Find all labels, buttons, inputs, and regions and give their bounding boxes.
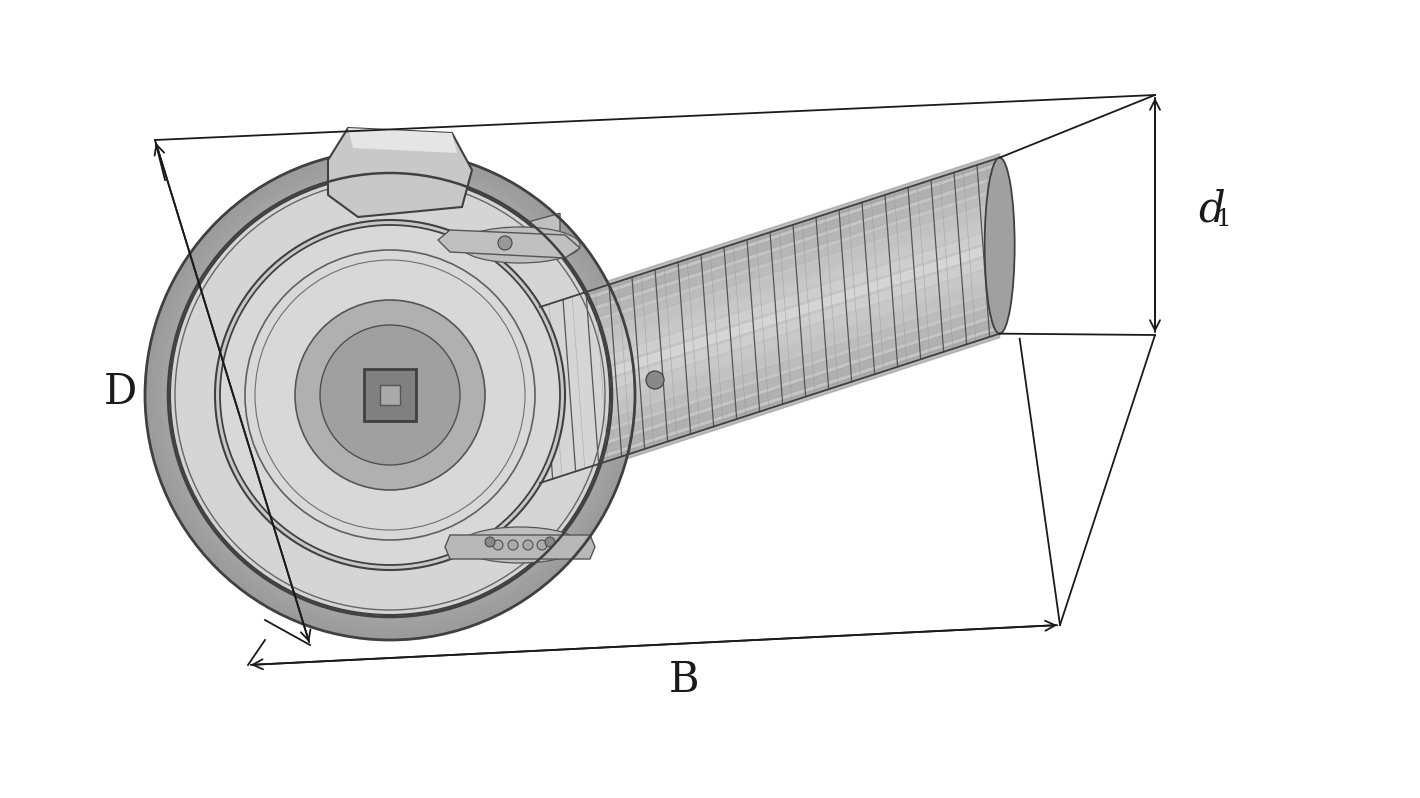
Ellipse shape [151,155,630,635]
Polygon shape [540,154,1000,311]
Polygon shape [540,216,1000,373]
Ellipse shape [146,151,633,639]
Ellipse shape [220,225,559,565]
Polygon shape [540,166,1000,323]
Text: D: D [104,372,136,413]
Polygon shape [348,128,457,153]
Ellipse shape [156,161,623,629]
Polygon shape [379,385,400,405]
Ellipse shape [271,276,508,513]
Ellipse shape [195,200,585,591]
Ellipse shape [145,150,635,640]
Ellipse shape [300,304,481,486]
Ellipse shape [151,156,629,634]
Circle shape [493,240,503,250]
Ellipse shape [277,282,503,508]
Ellipse shape [183,188,596,602]
Ellipse shape [145,150,635,640]
Polygon shape [540,192,1000,349]
Ellipse shape [214,220,565,570]
Polygon shape [540,158,1000,483]
Circle shape [498,236,513,250]
Circle shape [646,371,665,389]
Polygon shape [540,179,1000,336]
Ellipse shape [984,158,1015,334]
Ellipse shape [216,222,564,568]
Ellipse shape [460,227,579,263]
Ellipse shape [148,153,632,637]
Text: d: d [1198,189,1224,231]
Ellipse shape [212,216,569,574]
Polygon shape [328,128,471,217]
Text: B: B [669,659,699,701]
Ellipse shape [206,211,575,579]
Ellipse shape [233,238,547,552]
Ellipse shape [151,156,629,634]
Polygon shape [371,213,559,525]
Polygon shape [444,535,595,559]
Ellipse shape [160,360,660,460]
Polygon shape [540,279,1000,437]
Circle shape [486,537,496,547]
Ellipse shape [152,157,628,633]
Circle shape [537,240,547,250]
Ellipse shape [288,293,491,497]
Ellipse shape [148,152,633,638]
Polygon shape [540,330,1000,487]
Polygon shape [540,204,1000,361]
Ellipse shape [283,287,497,503]
Ellipse shape [162,167,619,623]
Ellipse shape [227,232,552,558]
Circle shape [508,240,518,250]
Circle shape [523,540,532,550]
Ellipse shape [239,243,541,547]
Ellipse shape [200,205,579,585]
Circle shape [493,540,503,550]
Polygon shape [540,229,1000,386]
Polygon shape [540,292,1000,449]
Ellipse shape [295,300,486,490]
Ellipse shape [149,154,630,636]
Polygon shape [540,305,1000,462]
Ellipse shape [168,172,613,618]
Polygon shape [540,317,1000,475]
Ellipse shape [294,298,487,492]
Ellipse shape [266,271,514,519]
Ellipse shape [250,255,531,535]
Text: 1: 1 [1216,208,1231,231]
Ellipse shape [178,183,602,607]
Ellipse shape [256,260,525,530]
Circle shape [537,540,547,550]
Ellipse shape [320,325,460,465]
Circle shape [545,537,555,547]
Polygon shape [540,242,1000,399]
Ellipse shape [222,227,558,563]
Polygon shape [540,255,1000,412]
Ellipse shape [304,310,476,480]
Polygon shape [540,267,1000,425]
Ellipse shape [244,249,535,541]
Ellipse shape [189,194,591,596]
Ellipse shape [260,266,520,524]
Ellipse shape [172,177,608,613]
Polygon shape [365,369,416,421]
Polygon shape [371,308,559,420]
Circle shape [508,540,518,550]
Ellipse shape [460,527,579,563]
Polygon shape [437,230,579,258]
Ellipse shape [170,175,611,615]
Circle shape [523,240,532,250]
